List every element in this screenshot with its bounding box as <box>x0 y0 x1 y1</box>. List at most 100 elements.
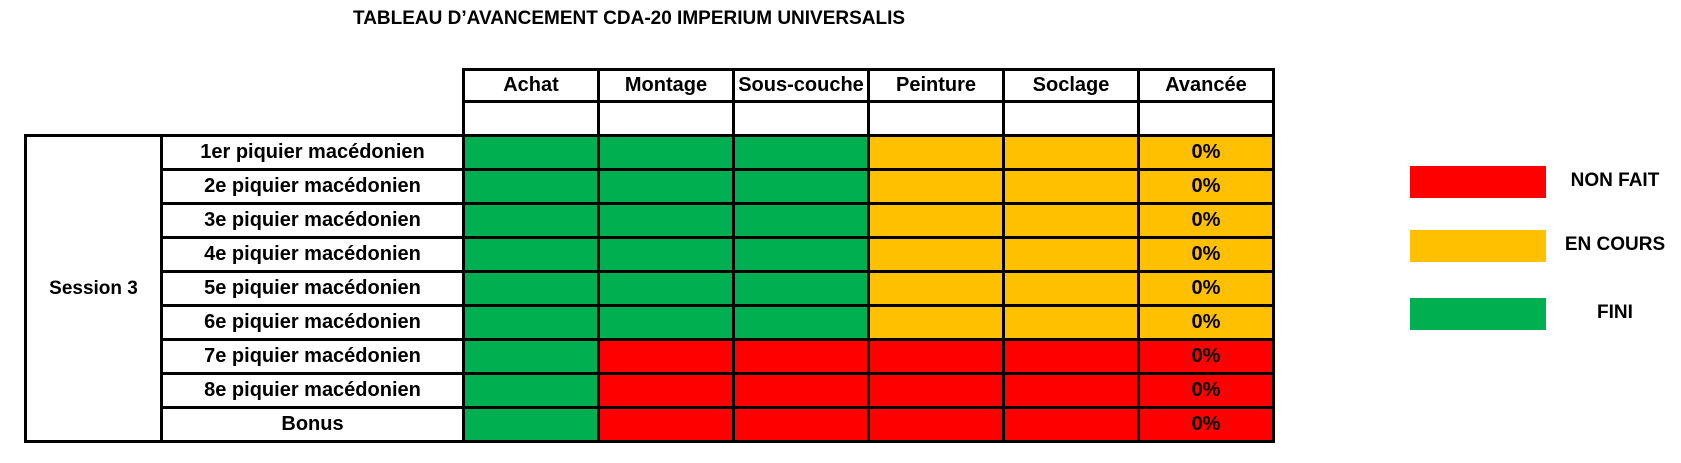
row-label: 8e piquier macédonien <box>160 372 465 409</box>
empty-corner <box>162 102 464 136</box>
column-header: Achat <box>462 68 600 103</box>
status-cell-fini <box>732 236 870 273</box>
status-cell-fini <box>462 406 600 443</box>
legend-swatch-en-cours <box>1410 230 1546 262</box>
status-cell-non-fait <box>1002 372 1140 409</box>
status-cell-non-fait <box>597 338 735 375</box>
header-blank-cell <box>1137 100 1275 137</box>
table-body: Session 3 1er piquier macédonien 0% 2e piqu… <box>24 134 1275 443</box>
status-cell-fini <box>732 270 870 307</box>
row-label: 2e piquier macédonien <box>160 168 465 205</box>
status-cell-fini <box>462 372 600 409</box>
header-blank-row <box>26 100 1275 137</box>
legend-swatch-non-fait <box>1410 166 1546 198</box>
status-cell-en-cours <box>867 134 1005 171</box>
header-blank-cell <box>462 100 600 137</box>
row-label: Bonus <box>160 406 465 443</box>
status-cell-fini <box>732 168 870 205</box>
status-cell-en-cours <box>867 270 1005 307</box>
status-cell-non-fait <box>732 406 870 443</box>
status-cell-fini <box>597 236 735 273</box>
table-row: 4e piquier macédonien 0% <box>26 236 1275 273</box>
column-header: Montage <box>597 68 735 103</box>
table-row: 3e piquier macédonien 0% <box>26 202 1275 239</box>
table-row: 5e piquier macédonien 0% <box>26 270 1275 307</box>
progress-cell: 0% <box>1137 406 1275 443</box>
status-cell-en-cours <box>867 236 1005 273</box>
row-label: 1er piquier macédonien <box>160 134 465 171</box>
empty-corner <box>162 70 464 102</box>
status-cell-non-fait <box>597 372 735 409</box>
header-row: Achat Montage Sous-couche Peinture Socla… <box>26 68 1275 103</box>
row-label: 5e piquier macédonien <box>160 270 465 307</box>
status-cell-fini <box>597 202 735 239</box>
progress-table: Achat Montage Sous-couche Peinture Socla… <box>24 68 1275 443</box>
legend-label: FINI <box>1597 302 1633 323</box>
progress-cell: 0% <box>1137 168 1275 205</box>
status-cell-en-cours <box>867 304 1005 341</box>
legend-label: NON FAIT <box>1570 170 1660 191</box>
status-cell-en-cours <box>1002 236 1140 273</box>
header-blank-cell <box>867 100 1005 137</box>
table-row: Bonus 0% <box>26 406 1275 443</box>
status-cell-en-cours <box>867 168 1005 205</box>
session-label: Session 3 <box>24 134 163 443</box>
status-cell-fini <box>462 168 600 205</box>
table-row: 8e piquier macédonien 0% <box>26 372 1275 409</box>
status-cell-fini <box>597 134 735 171</box>
progress-cell: 0% <box>1137 372 1275 409</box>
status-cell-fini <box>462 304 600 341</box>
empty-corner <box>26 102 162 136</box>
status-cell-non-fait <box>732 372 870 409</box>
status-cell-fini <box>732 304 870 341</box>
table-row: 2e piquier macédonien 0% <box>26 168 1275 205</box>
progress-cell: 0% <box>1137 134 1275 171</box>
status-cell-non-fait <box>1002 406 1140 443</box>
status-cell-en-cours <box>1002 134 1140 171</box>
table-row: 7e piquier macédonien 0% <box>26 338 1275 375</box>
row-label: 7e piquier macédonien <box>160 338 465 375</box>
empty-corner <box>26 70 162 102</box>
status-cell-fini <box>462 270 600 307</box>
header-blank-cell <box>1002 100 1140 137</box>
status-cell-fini <box>732 134 870 171</box>
row-label: 4e piquier macédonien <box>160 236 465 273</box>
status-cell-fini <box>462 134 600 171</box>
progress-cell: 0% <box>1137 270 1275 307</box>
header-blank-cell <box>597 100 735 137</box>
status-cell-fini <box>597 168 735 205</box>
progress-cell: 0% <box>1137 236 1275 273</box>
column-header: Avancée <box>1137 68 1275 103</box>
legend-swatch-fini <box>1410 298 1546 330</box>
table-row: 6e piquier macédonien 0% <box>26 304 1275 341</box>
progress-cell: 0% <box>1137 304 1275 341</box>
column-header: Peinture <box>867 68 1005 103</box>
row-label: 3e piquier macédonien <box>160 202 465 239</box>
status-cell-non-fait <box>597 406 735 443</box>
column-header: Sous-couche <box>732 68 870 103</box>
status-cell-fini <box>462 236 600 273</box>
status-cell-en-cours <box>1002 270 1140 307</box>
row-label: 6e piquier macédonien <box>160 304 465 341</box>
status-cell-non-fait <box>867 372 1005 409</box>
page-title: TABLEAU D’AVANCEMENT CDA-20 IMPERIUM UNI… <box>353 8 906 29</box>
status-cell-fini <box>462 202 600 239</box>
progress-cell: 0% <box>1137 338 1275 375</box>
status-cell-en-cours <box>1002 304 1140 341</box>
status-cell-fini <box>597 304 735 341</box>
table-row: Session 3 1er piquier macédonien 0% <box>24 134 1275 443</box>
status-cell-en-cours <box>1002 202 1140 239</box>
status-cell-fini <box>462 338 600 375</box>
status-cell-fini <box>732 202 870 239</box>
progress-cell: 0% <box>1137 202 1275 239</box>
status-cell-en-cours <box>1002 168 1140 205</box>
status-cell-non-fait <box>732 338 870 375</box>
status-cell-non-fait <box>867 338 1005 375</box>
status-cell-non-fait <box>867 406 1005 443</box>
status-cell-non-fait <box>1002 338 1140 375</box>
status-cell-en-cours <box>867 202 1005 239</box>
header-blank-cell <box>732 100 870 137</box>
status-cell-fini <box>597 270 735 307</box>
legend-label: EN COURS <box>1564 234 1666 255</box>
column-header: Soclage <box>1002 68 1140 103</box>
